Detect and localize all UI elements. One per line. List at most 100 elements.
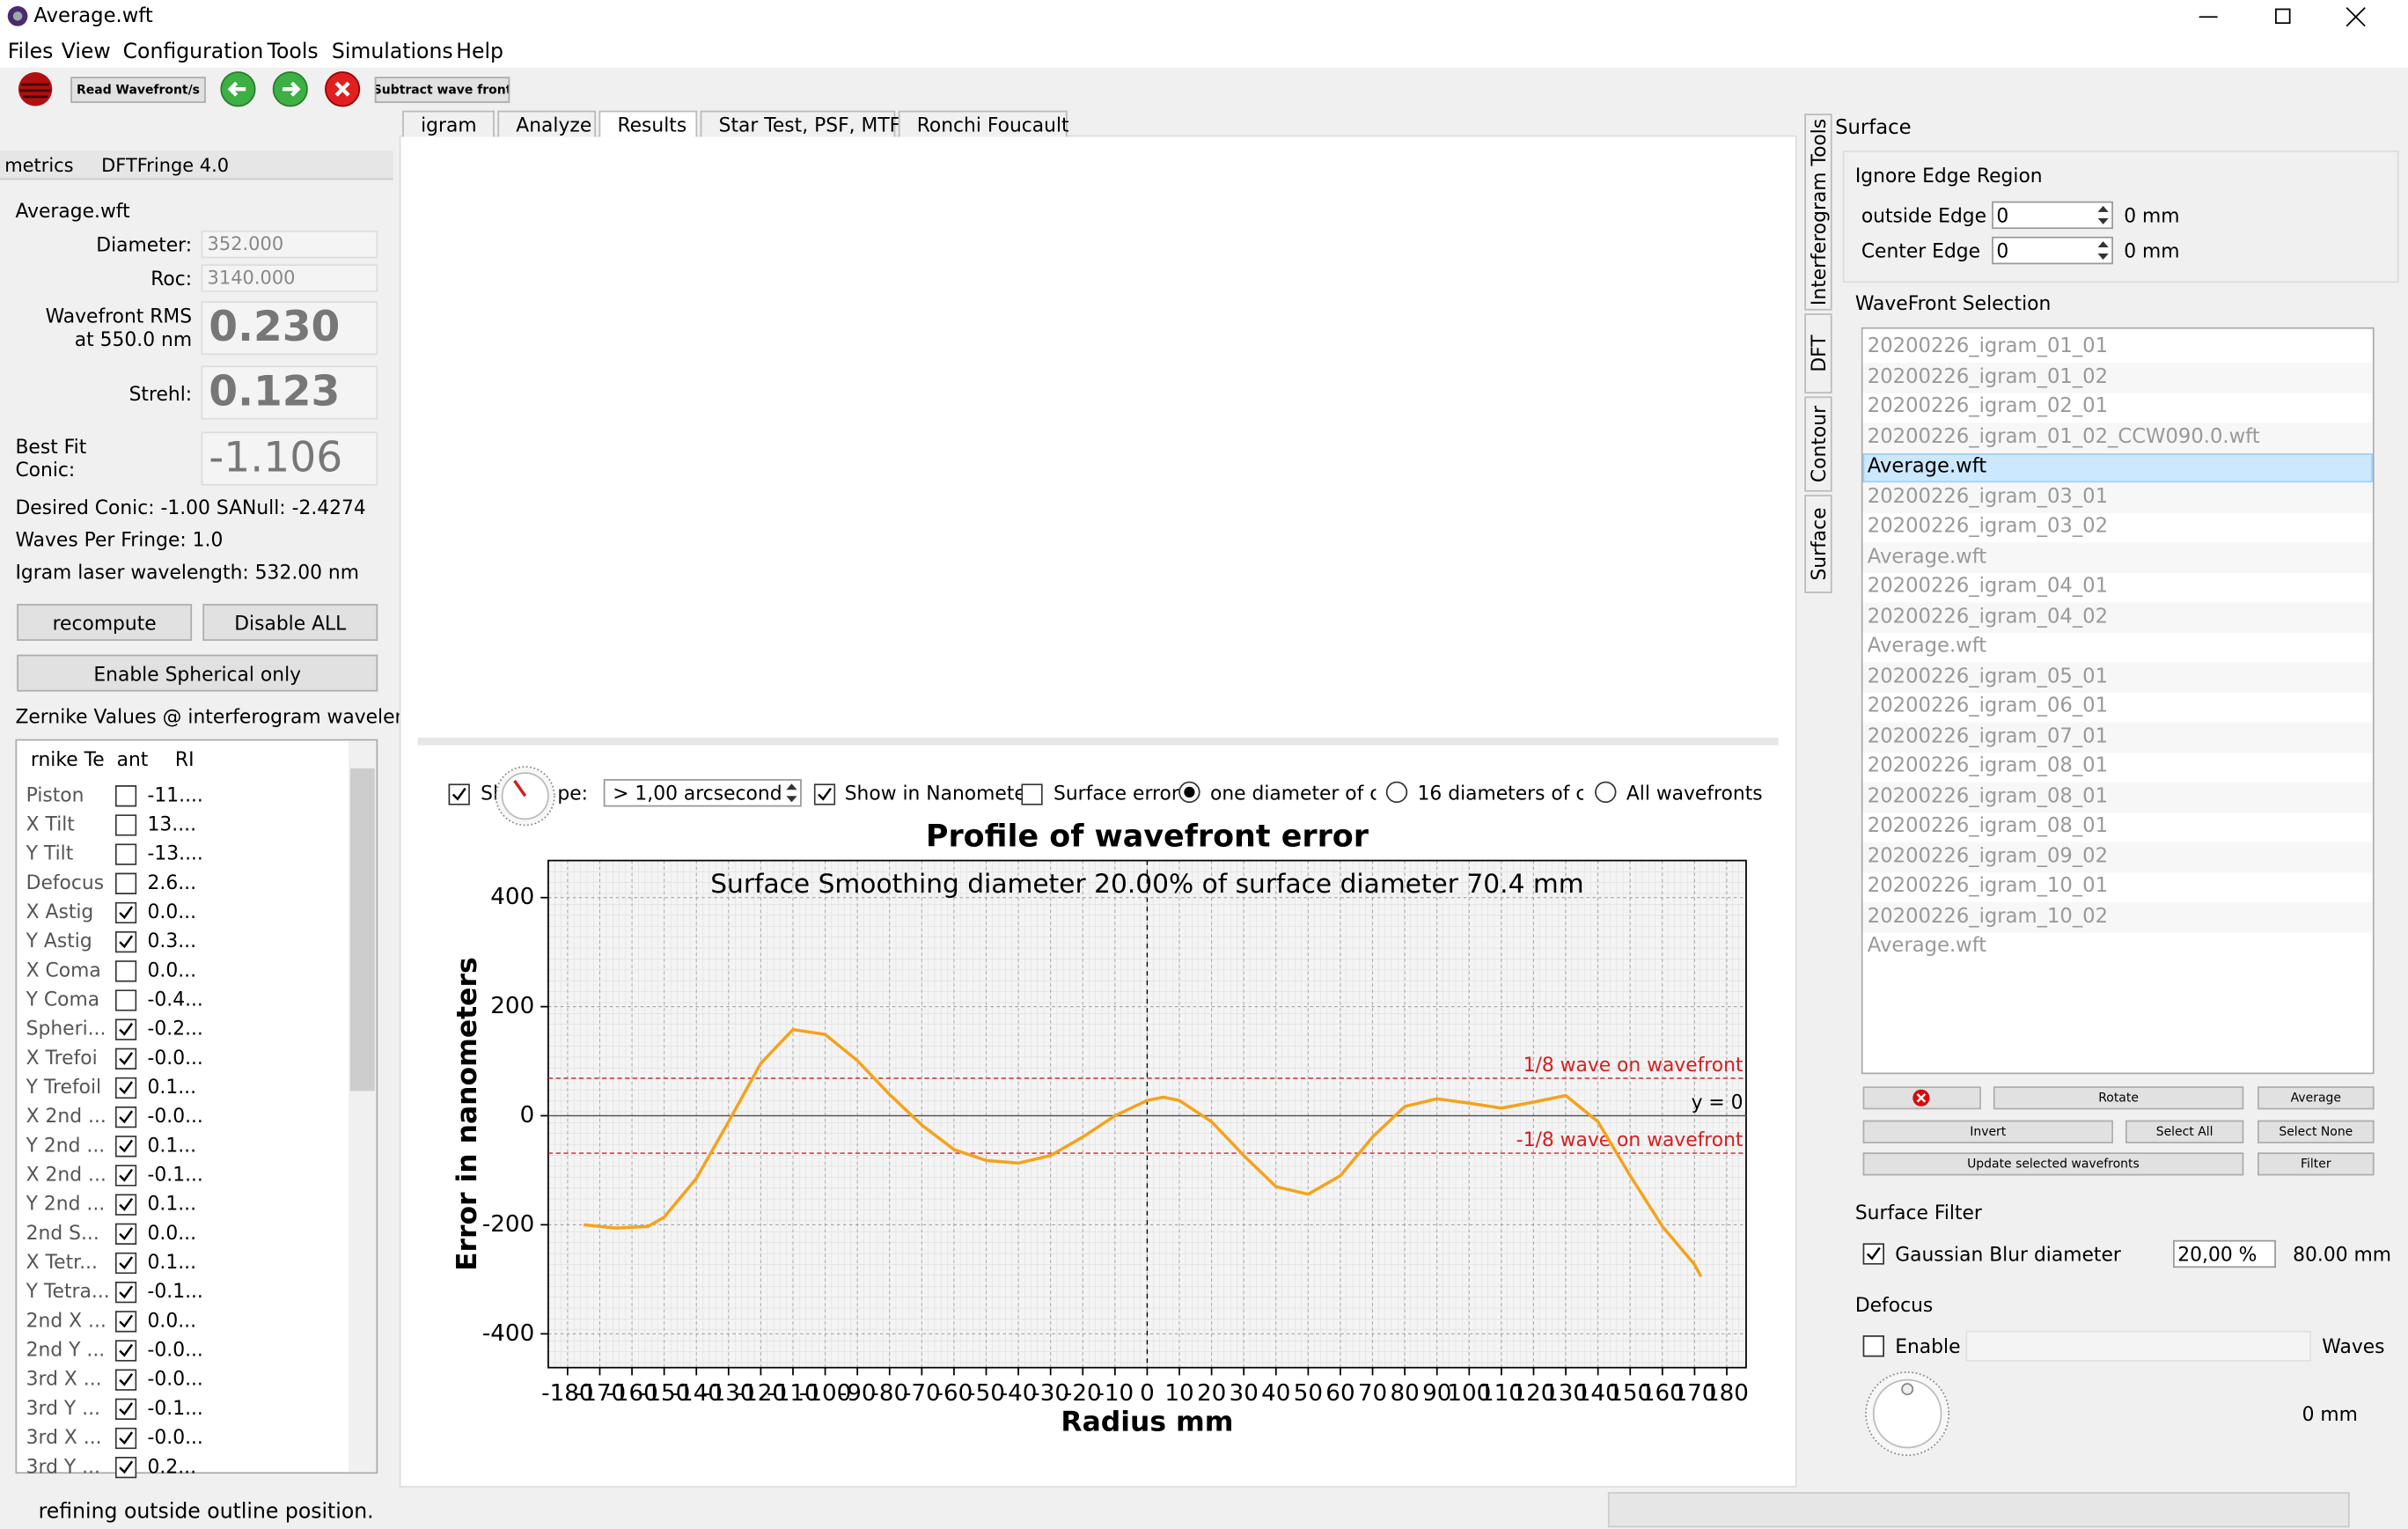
combo[interactable] — [603, 779, 802, 807]
list-row[interactable] — [1862, 752, 2373, 783]
menu-item[interactable]: Files — [7, 40, 54, 65]
button[interactable]: Enable Spherical only — [17, 654, 378, 692]
menu-item[interactable]: Tools — [267, 40, 319, 65]
checkbox[interactable] — [114, 1339, 137, 1362]
list-row[interactable] — [1862, 332, 2373, 363]
tab[interactable] — [700, 110, 896, 137]
list-row[interactable] — [1862, 901, 2373, 932]
button[interactable]: Read Wavefront/s — [70, 77, 206, 103]
list-row[interactable] — [1862, 362, 2373, 393]
menu-item[interactable]: Configuration — [122, 40, 264, 65]
list-row[interactable] — [1862, 542, 2373, 573]
list-row[interactable] — [1862, 931, 2373, 962]
checkbox[interactable] — [1021, 783, 1043, 805]
radio[interactable] — [1178, 781, 1200, 804]
list-row[interactable] — [1862, 842, 2373, 872]
defocus-dial[interactable] — [1863, 1369, 1952, 1458]
checkbox[interactable] — [114, 1134, 137, 1158]
checkbox[interactable] — [114, 783, 137, 807]
spinbox[interactable] — [1992, 201, 2113, 230]
checkbox[interactable] — [114, 988, 137, 1011]
list-row[interactable] — [1862, 782, 2373, 812]
window-controls[interactable] — [2181, 3, 2396, 30]
list-row[interactable] — [1862, 482, 2373, 513]
button[interactable]: recompute — [17, 604, 193, 641]
button[interactable]: Select All — [2125, 1120, 2244, 1143]
checkbox[interactable] — [1862, 1242, 1884, 1265]
button[interactable]: Select None — [2258, 1120, 2375, 1143]
button[interactable]: Disable ALL — [202, 604, 378, 641]
checkbox[interactable] — [114, 1222, 137, 1246]
menu-item[interactable]: Help — [456, 40, 503, 65]
checkbox[interactable] — [114, 1280, 137, 1304]
side-tab[interactable] — [1804, 313, 1832, 393]
checkbox[interactable] — [813, 783, 836, 805]
list-row[interactable] — [1862, 632, 2373, 663]
spinbox[interactable] — [1992, 236, 2113, 265]
checkbox[interactable] — [114, 812, 137, 836]
tab[interactable] — [497, 110, 597, 137]
column-header: ant — [116, 747, 149, 771]
checkbox[interactable] — [1862, 1334, 1884, 1357]
scroll-thumb[interactable] — [349, 768, 375, 1092]
slope-dial[interactable] — [493, 764, 557, 828]
checkbox[interactable] — [114, 1426, 137, 1450]
button[interactable]: Subtract wave front — [374, 77, 510, 103]
list-row[interactable] — [1862, 452, 2373, 483]
checkbox[interactable] — [448, 783, 470, 805]
checkbox[interactable] — [114, 1105, 137, 1128]
button[interactable]: Filter — [2258, 1152, 2375, 1176]
delete-button[interactable] — [324, 70, 361, 107]
checkbox[interactable] — [114, 1455, 137, 1479]
tab[interactable] — [898, 110, 1068, 137]
zernike-value: -0.1... — [147, 1395, 203, 1420]
checkbox[interactable] — [114, 1397, 137, 1421]
list-row[interactable] — [1862, 871, 2373, 902]
list-row[interactable] — [1862, 722, 2373, 753]
checkbox[interactable] — [114, 1309, 137, 1333]
list-row[interactable] — [1862, 662, 2373, 693]
radio[interactable] — [1594, 781, 1617, 804]
button[interactable]: Average — [2258, 1086, 2375, 1110]
back-button[interactable] — [220, 70, 257, 107]
list-row[interactable] — [1862, 812, 2373, 842]
checkbox[interactable] — [114, 1076, 137, 1099]
tab[interactable] — [598, 110, 698, 137]
spin — [2095, 202, 2111, 227]
menu-item[interactable]: View — [61, 40, 111, 65]
list-row[interactable] — [1862, 692, 2373, 723]
side-tab[interactable] — [1804, 114, 1832, 311]
list-row[interactable] — [1862, 602, 2373, 633]
button[interactable]: Rotate — [1993, 1086, 2244, 1110]
toolbar-icon[interactable] — [17, 70, 54, 107]
checkbox[interactable] — [114, 1163, 137, 1187]
list-row[interactable] — [1862, 512, 2373, 543]
list-row[interactable] — [1862, 423, 2373, 453]
remove-button[interactable] — [1862, 1086, 1981, 1110]
tab[interactable] — [402, 110, 495, 137]
defocus-slider[interactable] — [1965, 1330, 2312, 1362]
checkbox[interactable] — [114, 1018, 137, 1040]
side-tab[interactable] — [1804, 495, 1832, 593]
list-row[interactable] — [1862, 572, 2373, 603]
side-tab[interactable] — [1804, 396, 1832, 492]
checkbox[interactable] — [114, 900, 137, 924]
checkbox[interactable] — [114, 959, 137, 982]
spin-icon — [2097, 241, 2109, 261]
checkbox[interactable] — [114, 930, 137, 953]
forward-button[interactable] — [272, 70, 309, 107]
checkbox[interactable] — [114, 1251, 137, 1275]
button[interactable]: Invert — [1862, 1120, 2113, 1143]
button[interactable]: Update selected wavefronts — [1862, 1152, 2244, 1176]
checkbox[interactable] — [114, 1047, 137, 1070]
spinbox[interactable] — [2173, 1239, 2276, 1268]
checkbox[interactable] — [114, 1368, 137, 1391]
list-row[interactable] — [1862, 393, 2373, 423]
zernike-value: -0.0... — [147, 1425, 203, 1449]
checkbox[interactable] — [114, 871, 137, 894]
checkbox[interactable] — [114, 1193, 137, 1216]
x-tick-label: -180 — [541, 1380, 593, 1407]
checkbox[interactable] — [114, 842, 137, 865]
menu-item[interactable]: Simulations — [331, 40, 453, 65]
radio[interactable] — [1385, 781, 1408, 804]
